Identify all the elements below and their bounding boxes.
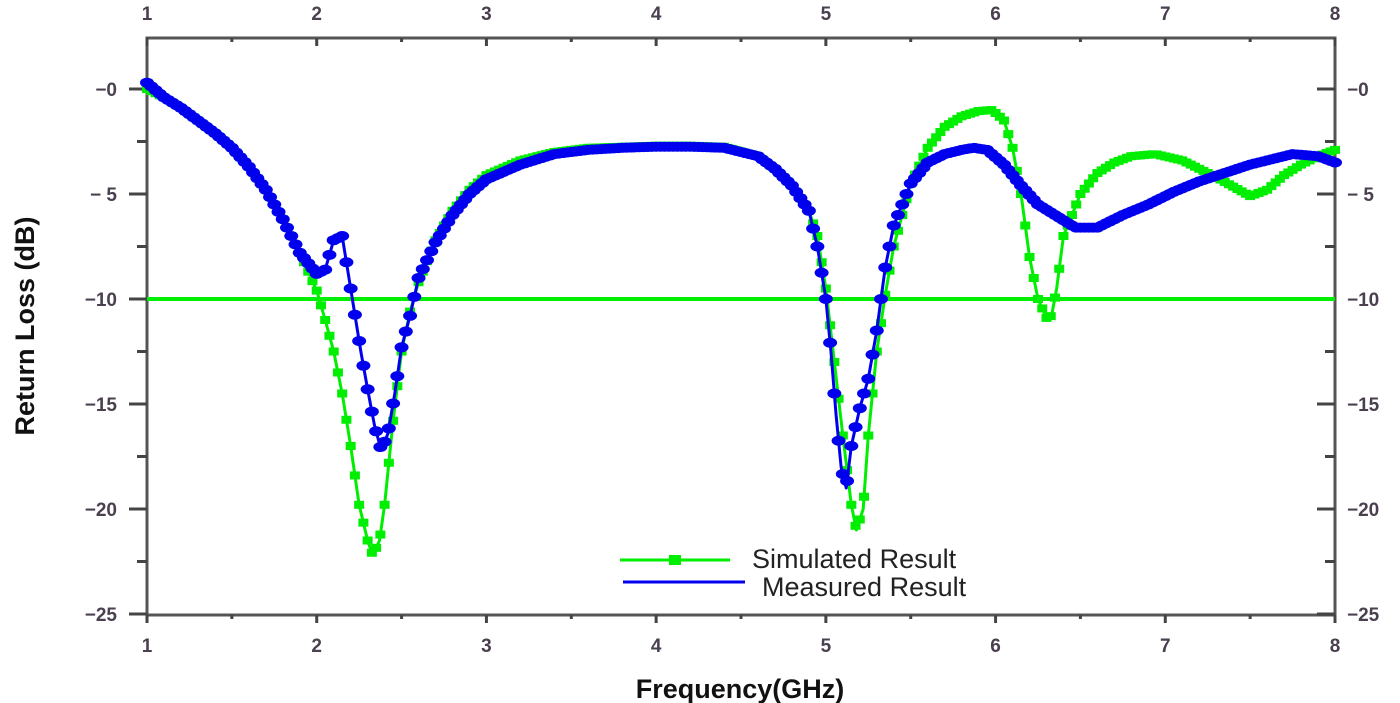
y-tick-label-right: −25 — [1347, 605, 1380, 626]
y-tick-label-right: −20 — [1347, 500, 1379, 521]
y-axis-title: Return Loss (dB) — [10, 217, 40, 436]
x-tick-label-top: 1 — [142, 4, 153, 25]
y-tick-label-left: −20 — [85, 500, 117, 521]
series-measured — [140, 77, 1342, 490]
y-tick-label-left: −10 — [85, 290, 117, 311]
x-tick-label-bottom: 5 — [821, 636, 832, 657]
x-tick-label-top: 6 — [990, 4, 1001, 25]
x-tick-label-bottom: 2 — [311, 636, 322, 657]
x-tick-label-top: 7 — [1160, 4, 1171, 25]
x-tick-label-top: 5 — [821, 4, 832, 25]
x-axis-title: Frequency(GHz) — [636, 674, 845, 703]
x-tick-label-bottom: 4 — [651, 636, 662, 657]
x-tick-label-top: 8 — [1330, 4, 1341, 25]
plot-border — [145, 36, 1337, 617]
plot-frame — [145, 36, 1337, 617]
x-tick-label-bottom: 3 — [481, 636, 492, 657]
y-tick-label-right: −10 — [1347, 290, 1379, 311]
legend-simulated-label: Simulated Result — [752, 544, 957, 574]
x-tick-label-bottom: 7 — [1160, 636, 1171, 657]
x-tick-label-top: 4 — [651, 4, 662, 25]
x-tick-label-bottom: 1 — [142, 636, 153, 657]
y-tick-label-left: −0 — [95, 80, 117, 101]
x-tick-label-bottom: 6 — [990, 636, 1001, 657]
x-tick-label-top: 3 — [481, 4, 492, 25]
axis-ticks: 1 1 2 2 3 3 4 4 5 5 6 6 7 7 8 8 −0 −0 − 5 − 5 −10 −10 −15 −15 −2… — [85, 4, 1380, 657]
legend-measured-label: Measured Result — [762, 572, 967, 602]
legend-simulated-marker — [669, 555, 681, 565]
y-tick-label-left: − 5 — [90, 185, 117, 206]
y-tick-label-left: −25 — [85, 605, 118, 626]
y-tick-label-right: − 5 — [1347, 185, 1374, 206]
y-tick-label-right: −15 — [1347, 395, 1380, 416]
series-layer — [140, 77, 1342, 557]
y-tick-label-left: −15 — [85, 395, 118, 416]
y-tick-label-right: −0 — [1347, 80, 1369, 101]
x-tick-label-top: 2 — [311, 4, 322, 25]
legend: Simulated Result Measured Result — [620, 544, 967, 602]
x-tick-label-bottom: 8 — [1330, 636, 1341, 657]
